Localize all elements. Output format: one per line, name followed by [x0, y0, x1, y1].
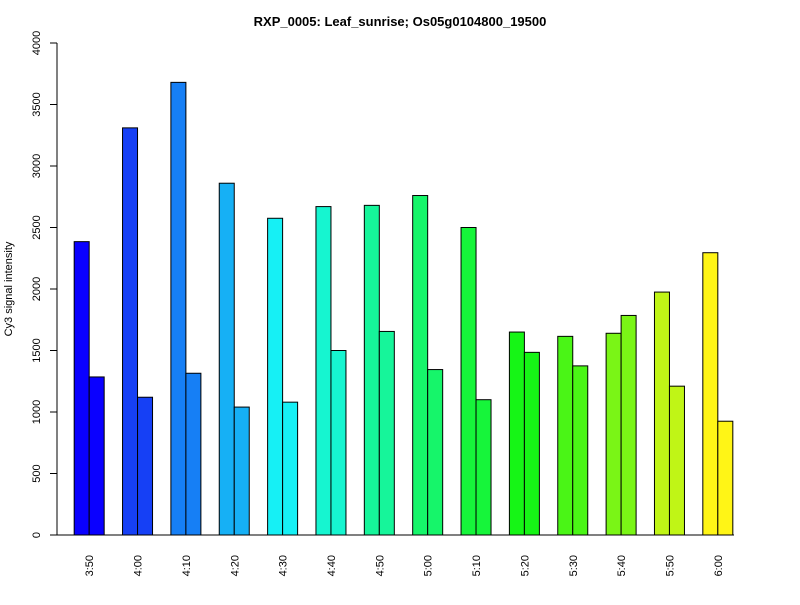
bar-series-1-600	[702, 252, 719, 536]
bar-series-2-450	[378, 330, 395, 536]
bar-series-1-430	[267, 217, 284, 536]
bar-series-1-440	[315, 206, 332, 536]
x-tick-label: 4:10	[181, 555, 193, 576]
x-tick-label: 4:20	[229, 555, 241, 576]
bar-series-2-540	[620, 314, 637, 536]
bar-series-2-420	[233, 406, 250, 536]
bar-series-2-430	[282, 401, 299, 536]
x-tick-label: 6:00	[713, 555, 725, 576]
bar-series-1-420	[218, 182, 235, 536]
bar-series-2-530	[572, 365, 589, 536]
bar-series-1-530	[557, 335, 574, 536]
bar-series-1-550	[653, 291, 670, 536]
y-tick-label: 2000	[31, 277, 43, 301]
x-tick-label: 4:50	[374, 555, 386, 576]
bar-series-2-600	[717, 420, 734, 536]
x-tick-label: 5:50	[664, 555, 676, 576]
y-axis-label: Cy3 signal intensity	[3, 241, 15, 336]
y-tick-label: 3000	[31, 154, 43, 178]
y-axis: 0 500 1000 1500 2000 2500 3000 3500 4000	[31, 31, 58, 538]
x-tick-label: 5:20	[519, 555, 531, 576]
bar-series-1-450	[363, 204, 380, 536]
x-tick-label: 5:00	[423, 555, 435, 576]
x-tick-label: 4:40	[326, 555, 338, 576]
bar-series-1-410	[170, 81, 187, 536]
bar-series-2-350	[88, 376, 105, 536]
x-tick-label: 4:00	[133, 555, 145, 576]
bars	[73, 81, 734, 536]
y-tick-label: 2500	[31, 215, 43, 239]
y-tick-label: 4000	[31, 31, 43, 55]
y-tick-label: 1000	[31, 400, 43, 424]
y-tick-label: 3500	[31, 92, 43, 116]
y-tick-label: 1500	[31, 338, 43, 362]
bar-series-2-550	[668, 385, 685, 536]
x-axis: 3:50 4:00 4:10 4:20 4:30 4:40 4:50 5:00 5:10 5:20…	[57, 534, 734, 576]
bar-series-1-350	[73, 241, 90, 536]
x-tick-label: 5:40	[616, 555, 628, 576]
bar-series-1-400	[122, 127, 139, 536]
bar-series-2-400	[137, 396, 154, 536]
bar-series-2-500	[427, 369, 444, 536]
bar-series-2-510	[475, 399, 492, 536]
y-tick-label: 500	[31, 464, 43, 482]
bar-series-1-510	[460, 227, 477, 536]
bar-series-2-520	[523, 351, 540, 536]
bar-series-1-500	[412, 195, 429, 536]
x-tick-label: 4:30	[278, 555, 290, 576]
chart-title: RXP_0005: Leaf_sunrise; Os05g0104800_195…	[254, 14, 547, 29]
bar-series-2-410	[185, 372, 202, 536]
y-tick-label: 0	[31, 532, 43, 538]
x-tick-label: 5:30	[568, 555, 580, 576]
bar-series-2-440	[330, 350, 347, 536]
bar-series-1-520	[508, 331, 525, 536]
x-tick-label: 5:10	[471, 555, 483, 576]
x-tick-label: 3:50	[84, 555, 96, 576]
bar-series-1-540	[605, 332, 622, 536]
